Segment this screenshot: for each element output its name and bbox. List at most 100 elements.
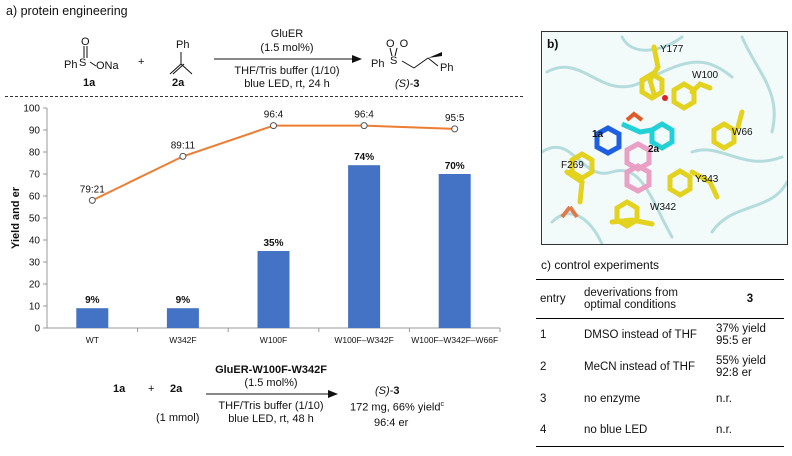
er-label: 79:21	[80, 184, 105, 195]
y-axis-label: Yield and er	[10, 186, 22, 249]
product-label-num: 3	[413, 78, 420, 90]
yield-er-chart: 0 10 20 30 40 50 60 70 80 90 100 Yield and er WT W342…	[10, 104, 501, 345]
x-tick-label: WT	[86, 335, 99, 345]
reagent-2a-structure	[169, 52, 193, 75]
top-catalyst: GluER	[270, 28, 304, 40]
scale-plus: +	[148, 383, 155, 395]
scale-yield-text: 172 mg, 66% yield	[350, 401, 441, 414]
row-result-er: 92:8 er	[716, 366, 752, 379]
y-tick-label: 100	[23, 104, 40, 115]
bar-label: 74%	[354, 152, 374, 163]
bar-label: 35%	[263, 238, 283, 249]
scale-amount: (1 mmol)	[156, 412, 200, 424]
table-header-row: entry deverivations from optimal conditi…	[536, 279, 784, 319]
scale-loading: (1.5 mol%)	[244, 377, 298, 389]
row-result: 55% yield 92:8 er	[716, 351, 784, 383]
top-conditions-1: THF/Tris buffer (1/10)	[234, 65, 340, 77]
x-tick-label: W100F–W342F–W66F	[411, 335, 498, 345]
control-experiments-table: entry deverivations from optimal conditi…	[536, 279, 784, 447]
row-result: n.r.	[716, 392, 732, 405]
sulfinate-oxygen: O	[81, 36, 90, 48]
top-reaction-arrow	[214, 55, 362, 63]
product-sulfur: S	[390, 55, 398, 67]
er-label: 89:11	[171, 140, 196, 151]
row-result-yield: 55% yield	[716, 354, 766, 367]
bar-1	[166, 308, 199, 328]
table-row: 1 DMSO instead of THF 37% yield 95:5 er	[536, 319, 784, 351]
y-tick-label: 80	[29, 148, 41, 159]
bar-2	[257, 251, 290, 328]
product-oxygens: O O	[386, 38, 410, 50]
scale-conditions-2: blue LED, rt, 48 h	[228, 413, 314, 425]
y-tick-label: 20	[29, 280, 41, 291]
scale-product-num: 3	[393, 385, 400, 397]
residue-w342: W342	[650, 202, 677, 213]
styrene-ph: Ph	[176, 39, 190, 51]
bar-label: 9%	[176, 295, 191, 306]
residue-w100: W100	[692, 70, 719, 81]
bar-0	[76, 308, 109, 328]
header-deviation: deverivations from optimal conditions	[584, 280, 716, 319]
residue-w66: W66	[732, 127, 753, 138]
panel-c-title: c) control experiments	[541, 258, 660, 272]
y-tick-label: 50	[29, 214, 41, 225]
header-deviation-line-2: optimal conditions	[584, 299, 677, 311]
scale-2a-label: 2a	[170, 383, 183, 395]
panel-b-title: b)	[547, 37, 559, 51]
y-tick-label: 10	[29, 302, 41, 313]
scale-product-prefix: (S)-	[375, 385, 394, 397]
row-entry: 1	[540, 328, 547, 341]
sulfinate-sulfur: S	[79, 57, 87, 69]
er-line	[91, 124, 455, 202]
bar-3	[348, 165, 381, 328]
row-deviation: DMSO instead of THF	[584, 328, 697, 341]
ligand-1a-label: 1a	[592, 129, 604, 140]
er-point	[451, 125, 459, 133]
er-point	[179, 152, 187, 160]
ligand-2a-label: 2a	[648, 144, 660, 155]
row-result: 37% yield 95:5 er	[716, 319, 784, 351]
product-ph-right: Ph	[440, 62, 454, 74]
top-loading: (1.5 mol%)	[260, 42, 314, 54]
table-row: 4 no blue LED n.r.	[536, 415, 784, 447]
er-point	[360, 122, 368, 130]
sulfinate-ona: ONa	[96, 60, 119, 72]
row-deviation: no enzyme	[584, 392, 641, 405]
er-label: 96:4	[264, 110, 284, 121]
bar-label: 9%	[85, 295, 100, 306]
row-deviation: MeCN instead of THF	[584, 360, 695, 373]
table-row: 2 MeCN instead of THF 55% yield 92:8 er	[536, 351, 784, 383]
scale-catalyst: GluER-W100F-W342F	[215, 364, 327, 376]
reagent-1a-label: 1a	[83, 77, 96, 89]
scale-er: 96:4 er	[374, 417, 409, 429]
plus-sign: +	[138, 56, 145, 68]
x-tick-label: W342F	[169, 335, 196, 345]
protein-structure-image	[542, 35, 787, 244]
row-result-er: 95:5 er	[716, 334, 752, 347]
section-divider	[5, 96, 523, 97]
product-label: (S)-3	[395, 78, 419, 90]
er-point	[270, 122, 277, 130]
header-result: 3	[746, 293, 754, 305]
scale-conditions-1: THF/Tris buffer (1/10)	[218, 400, 324, 412]
y-tick-label: 30	[29, 258, 41, 269]
row-entry: 2	[540, 360, 547, 373]
y-tick-label: 40	[29, 236, 41, 247]
bar-4	[438, 174, 471, 328]
y-tick-label: 90	[29, 126, 41, 137]
sulfinate-ph: Ph	[64, 59, 78, 71]
residue-y343: Y343	[695, 174, 719, 185]
x-tick-label: W100F–W342F	[334, 335, 394, 345]
header-entry: entry	[540, 293, 566, 305]
table-row: 3 no enzyme n.r.	[536, 383, 784, 415]
row-deviation: no blue LED	[584, 424, 648, 437]
er-point	[88, 196, 96, 204]
crystal-structure-panel: b) Y177 W100 W66 Y343 W342 F269 1a 2a	[541, 31, 788, 245]
scale-yield-sup: c	[440, 401, 445, 408]
residue-f269: F269	[561, 160, 584, 171]
product-label-prefix: (S)-	[395, 78, 414, 90]
bar-label: 70%	[445, 161, 465, 172]
row-entry: 3	[540, 392, 547, 405]
scale-product: (S)-3	[375, 385, 399, 397]
y-tick-label: 70	[29, 170, 41, 181]
